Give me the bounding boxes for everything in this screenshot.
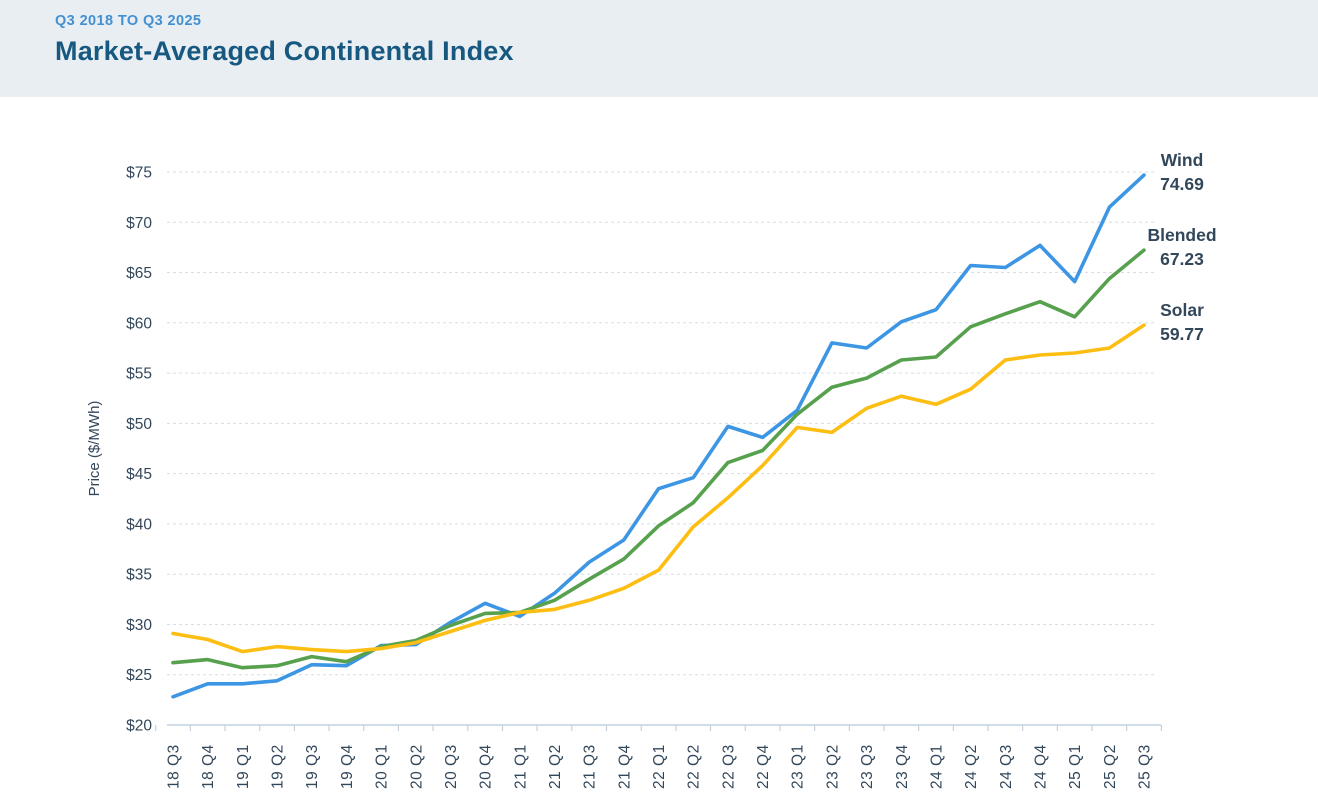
x-tick-label: 21 Q1 bbox=[512, 744, 529, 789]
y-tick-label: $30 bbox=[126, 617, 152, 634]
y-tick-label: $40 bbox=[126, 516, 152, 533]
blended-line bbox=[171, 248, 1146, 670]
y-axis-title: Price ($/MWh) bbox=[86, 401, 103, 497]
x-tick-label: 23 Q3 bbox=[859, 744, 876, 789]
x-tick-label: 21 Q3 bbox=[582, 744, 599, 789]
blended-series-label: Blended bbox=[1147, 225, 1216, 245]
report-header: Q3 2018 TO Q3 2025 Market-Averaged Conti… bbox=[0, 0, 1318, 97]
wind-end-value: 74.69 bbox=[1160, 174, 1204, 194]
x-tick-label: 25 Q2 bbox=[1102, 744, 1119, 789]
report-subtitle: Q3 2018 TO Q3 2025 bbox=[55, 13, 202, 29]
x-tick-label: 19 Q4 bbox=[339, 744, 356, 789]
solar-line bbox=[171, 323, 1146, 654]
blended-end-value: 67.23 bbox=[1160, 249, 1204, 269]
x-tick-label: 21 Q4 bbox=[616, 744, 633, 789]
chart-area: $20 $25 $30 $35 $40 $45 $50 $55 $60 $65 $70 $75 Pric… bbox=[0, 97, 1318, 800]
x-tick-label: 25 Q1 bbox=[1067, 744, 1084, 789]
x-tick-label: 20 Q3 bbox=[443, 744, 460, 789]
x-tick-label: 19 Q1 bbox=[235, 744, 252, 789]
solar-end-value: 59.77 bbox=[1160, 324, 1204, 344]
y-tick-label: $35 bbox=[126, 567, 152, 584]
x-tick-label: 20 Q1 bbox=[374, 744, 391, 789]
line-chart: $20 $25 $30 $35 $40 $45 $50 $55 $60 $65 $70 $75 Pric… bbox=[86, 150, 1217, 789]
y-tick-label: $60 bbox=[126, 315, 152, 332]
x-tick-label: 23 Q4 bbox=[894, 744, 911, 789]
y-tick-label: $55 bbox=[126, 366, 152, 383]
x-tick-label: 24 Q4 bbox=[1033, 744, 1050, 789]
y-tick-label: $75 bbox=[126, 165, 152, 182]
wind-series-label: Wind bbox=[1161, 150, 1204, 170]
x-tick-label: 24 Q3 bbox=[998, 744, 1015, 789]
x-tick-label: 24 Q2 bbox=[963, 744, 980, 789]
x-tick-label: 23 Q2 bbox=[824, 744, 841, 789]
wind-line bbox=[171, 173, 1146, 699]
y-tick-label: $45 bbox=[126, 466, 152, 483]
x-tick-label: 18 Q3 bbox=[166, 744, 183, 789]
y-tick-label: $25 bbox=[126, 667, 152, 684]
x-tick-label: 23 Q1 bbox=[790, 744, 807, 789]
x-tick-label: 22 Q2 bbox=[686, 744, 703, 789]
x-tick-label: 22 Q4 bbox=[755, 744, 772, 789]
x-tick-label: 22 Q1 bbox=[651, 744, 668, 789]
x-tick-label: 22 Q3 bbox=[720, 744, 737, 789]
y-tick-label: $20 bbox=[126, 718, 152, 735]
y-tick-label: $50 bbox=[126, 416, 152, 433]
x-tick-label: 20 Q4 bbox=[478, 744, 495, 789]
x-tick-label: 20 Q2 bbox=[408, 744, 425, 789]
y-tick-label: $70 bbox=[126, 215, 152, 232]
report-title: Market-Averaged Continental Index bbox=[55, 36, 514, 66]
x-tick-label: 21 Q2 bbox=[547, 744, 564, 789]
x-tick-label: 19 Q3 bbox=[304, 744, 321, 789]
x-tick-label: 24 Q1 bbox=[929, 744, 946, 789]
y-tick-label: $65 bbox=[126, 265, 152, 282]
x-tick-label: 18 Q4 bbox=[200, 744, 217, 789]
x-tick-label: 25 Q3 bbox=[1137, 744, 1154, 789]
solar-series-label: Solar bbox=[1160, 300, 1204, 320]
x-tick-label: 19 Q2 bbox=[270, 744, 287, 789]
